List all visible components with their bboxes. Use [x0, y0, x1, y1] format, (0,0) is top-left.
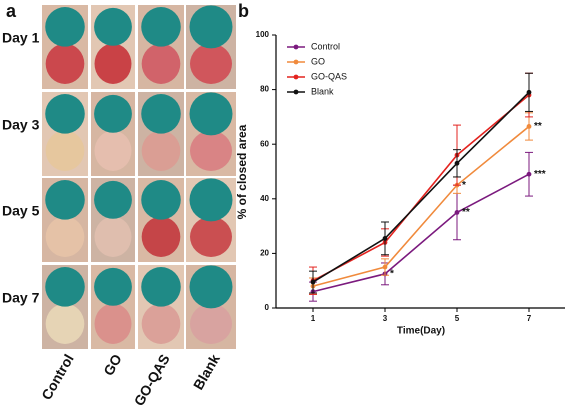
legend-marker	[293, 59, 299, 65]
y-tick-label: 20	[260, 249, 269, 258]
wound	[45, 303, 85, 344]
dressing	[45, 180, 85, 220]
y-tick-label: 0	[265, 303, 270, 312]
legend-label: Blank	[311, 86, 334, 96]
wound	[94, 216, 132, 257]
dressing	[141, 267, 181, 307]
wound	[141, 130, 181, 171]
dressing	[189, 265, 233, 309]
x-tick-label: 3	[383, 314, 388, 323]
wound	[190, 130, 232, 171]
column-label: GO-QAS	[131, 351, 173, 407]
significance-label: ***	[534, 169, 546, 180]
y-axis-label: % of closed area	[235, 124, 249, 219]
dressing	[141, 7, 181, 47]
wound	[190, 216, 232, 257]
wound	[190, 303, 232, 344]
wound	[190, 43, 232, 84]
wound	[94, 43, 132, 84]
wound	[45, 216, 85, 257]
legend-marker	[293, 74, 299, 80]
y-tick-label: 100	[256, 30, 270, 39]
point	[526, 89, 532, 95]
y-tick-label: 80	[260, 85, 269, 94]
x-tick-label: 7	[527, 314, 532, 323]
dressing	[45, 7, 85, 47]
photo-grid	[42, 5, 236, 349]
dressing	[94, 180, 132, 219]
series-line	[312, 173, 530, 293]
wound	[45, 130, 85, 171]
dressing	[94, 94, 132, 133]
legend-label: Control	[311, 41, 340, 51]
point	[310, 279, 316, 285]
point	[526, 171, 532, 177]
dressing	[189, 178, 233, 222]
dressing	[94, 7, 132, 46]
point	[382, 264, 388, 270]
x-axis-label: Time(Day)	[397, 326, 445, 337]
wound	[141, 303, 181, 344]
series-line	[312, 94, 530, 282]
wound	[94, 303, 132, 344]
y-tick-label: 60	[260, 139, 269, 148]
dressing	[45, 267, 85, 307]
dressing	[189, 92, 233, 136]
row-label: Day 3	[2, 117, 40, 133]
dressing	[141, 180, 181, 220]
legend-marker	[293, 89, 299, 95]
row-label: Day 5	[2, 203, 40, 219]
legend-label: GO-QAS	[311, 71, 347, 81]
x-tick-label: 5	[455, 314, 460, 323]
series-line	[312, 91, 530, 283]
significance-label: **	[462, 207, 470, 218]
dressing	[189, 5, 233, 49]
wound	[45, 43, 85, 84]
legend-marker	[293, 44, 299, 50]
wound	[141, 43, 181, 84]
point	[382, 235, 388, 241]
row-label: Day 1	[2, 30, 40, 46]
column-label: Blank	[190, 351, 223, 392]
dressing	[45, 94, 85, 134]
significance-label: **	[534, 121, 542, 132]
dressing	[141, 94, 181, 134]
x-tick-label: 1	[311, 314, 316, 323]
series-line	[312, 125, 530, 287]
wound	[141, 216, 181, 257]
point	[526, 124, 532, 129]
panel-label: a	[6, 1, 17, 21]
row-label: Day 7	[2, 290, 40, 306]
point	[454, 210, 460, 215]
wound	[94, 130, 132, 171]
y-tick-label: 40	[260, 194, 269, 203]
legend-label: GO	[311, 56, 325, 66]
point	[454, 160, 460, 166]
column-label: GO	[100, 351, 125, 378]
column-label: Control	[38, 351, 77, 402]
panel-label: b	[238, 1, 249, 21]
significance-label: *	[390, 269, 394, 280]
dressing	[94, 267, 132, 306]
significance-label: *	[462, 180, 466, 191]
